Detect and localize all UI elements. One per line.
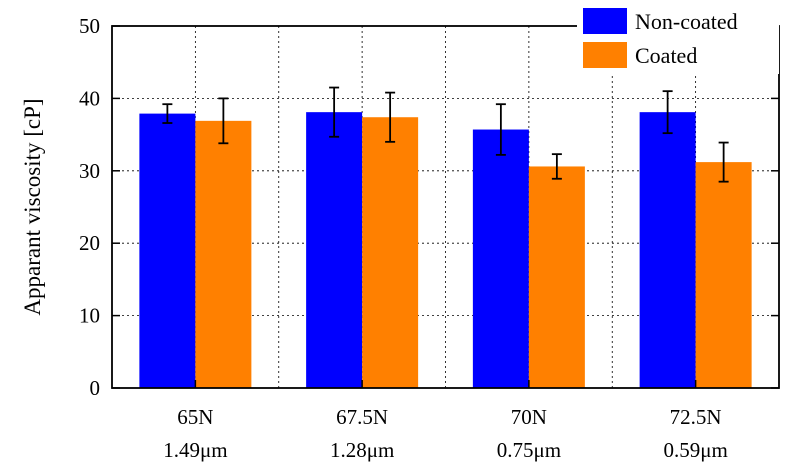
bars bbox=[139, 112, 752, 389]
x-category-sublabel: 1.28μm bbox=[330, 438, 394, 462]
legend-swatch bbox=[583, 42, 627, 68]
bar-non-coated-0 bbox=[139, 113, 196, 388]
y-tick-label: 20 bbox=[79, 231, 100, 255]
y-tick-label: 40 bbox=[79, 86, 100, 110]
bar-non-coated-2 bbox=[472, 129, 529, 389]
error-bars bbox=[162, 86, 729, 183]
x-category-label: 65N bbox=[177, 405, 213, 429]
plot-frame bbox=[111, 25, 780, 389]
error-bar-coated-1 bbox=[385, 91, 396, 143]
y-tick-label: 0 bbox=[90, 376, 101, 400]
legend-label: Non-coated bbox=[635, 9, 738, 34]
axes: 0 10 20 30 40 50 65N 1.49μm 67.5N 1.28μm 70N 0.75μm… bbox=[79, 14, 780, 462]
y-tick-label: 30 bbox=[79, 159, 100, 183]
y-axis-title: Apparant viscosity [cP] bbox=[20, 98, 45, 315]
error-bar-non-coated-3 bbox=[662, 90, 673, 135]
x-category-sublabel: 0.59μm bbox=[663, 438, 727, 462]
bar-coated-1 bbox=[362, 117, 419, 388]
legend-swatch bbox=[583, 8, 627, 34]
bar-coated-2 bbox=[528, 166, 585, 388]
x-category-label: 67.5N bbox=[336, 405, 388, 429]
legend-label: Coated bbox=[635, 43, 697, 68]
x-category-label: 72.5N bbox=[670, 405, 722, 429]
error-bar-non-coated-2 bbox=[495, 103, 506, 156]
bar-non-coated-1 bbox=[306, 112, 363, 388]
error-bar-coated-2 bbox=[551, 153, 562, 180]
x-category-label: 70N bbox=[511, 405, 547, 429]
error-bar-coated-3 bbox=[718, 141, 729, 183]
bar-coated-0 bbox=[195, 120, 252, 389]
x-category-sublabel: 1.49μm bbox=[163, 438, 227, 462]
bar-non-coated-3 bbox=[639, 112, 696, 388]
y-tick-label: 50 bbox=[79, 14, 100, 38]
bar-coated-3 bbox=[695, 162, 752, 388]
error-bar-coated-0 bbox=[218, 97, 229, 145]
error-bar-non-coated-1 bbox=[329, 86, 340, 138]
y-tick-label: 10 bbox=[79, 304, 100, 328]
legend: Non-coated Coated bbox=[577, 4, 779, 74]
error-bar-non-coated-0 bbox=[162, 103, 173, 124]
x-category-sublabel: 0.75μm bbox=[497, 438, 561, 462]
